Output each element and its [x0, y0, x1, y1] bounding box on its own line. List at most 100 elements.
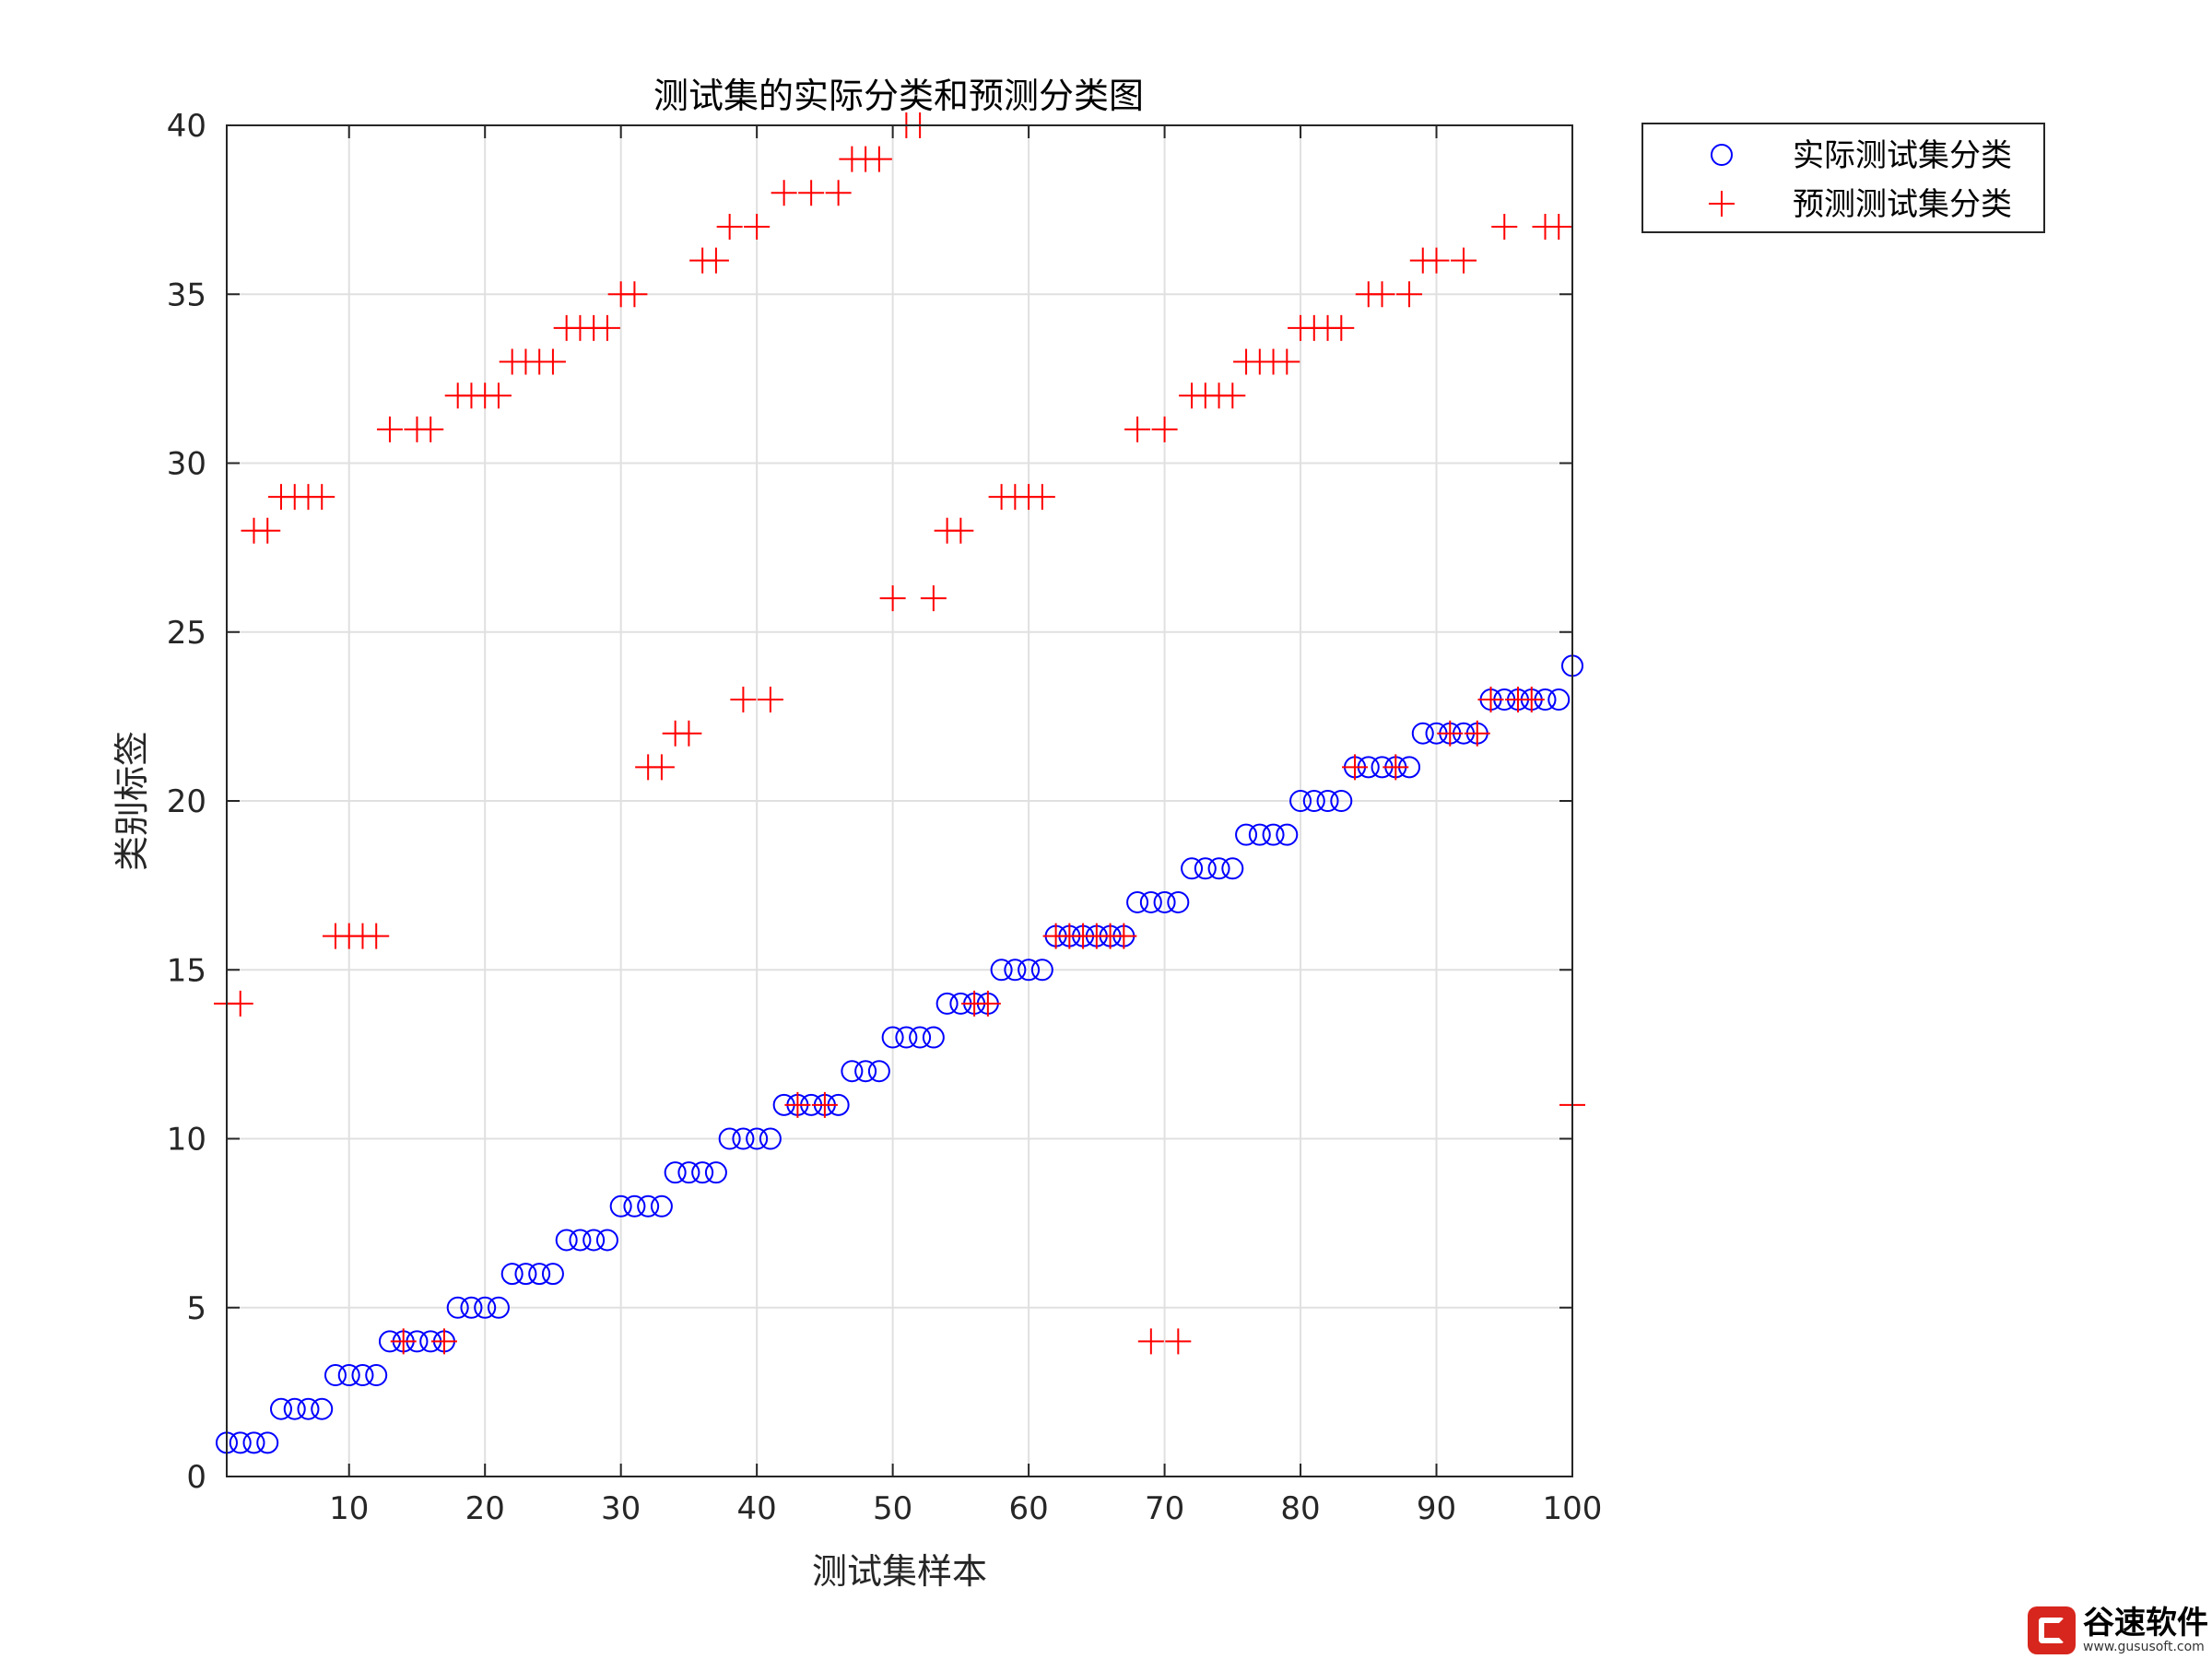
actual-point — [1289, 790, 1312, 812]
x-tick-label: 30 — [601, 1490, 641, 1527]
x-tick-label: 50 — [873, 1490, 912, 1527]
y-tick-label: 40 — [167, 108, 206, 145]
actual-point — [935, 992, 959, 1015]
actual-point — [1181, 857, 1204, 880]
actual-point — [664, 1161, 687, 1184]
actual-point — [623, 1194, 646, 1218]
actual-point — [650, 1194, 673, 1218]
actual-point — [365, 1364, 388, 1387]
y-tick-label: 30 — [167, 446, 206, 483]
actual-point — [609, 1194, 632, 1218]
y-tick-label: 20 — [167, 783, 206, 820]
actual-point — [311, 1397, 334, 1420]
actual-point — [1030, 959, 1053, 982]
actual-point — [1207, 857, 1230, 880]
predicted-point — [1111, 923, 1137, 949]
actual-point — [718, 1127, 741, 1150]
actual-point — [324, 1364, 347, 1387]
actual-point — [1248, 823, 1271, 846]
series-predicted — [214, 112, 1585, 1355]
actual-point — [759, 1127, 782, 1150]
actual-point — [555, 1229, 578, 1252]
actual-point — [541, 1263, 564, 1286]
y-axis-label: 类别标签 — [112, 731, 152, 871]
predicted-point — [784, 1091, 811, 1118]
actual-point — [474, 1296, 497, 1319]
predicted-point — [227, 990, 253, 1017]
predicted-point — [798, 180, 825, 206]
actual-point — [297, 1397, 320, 1420]
predicted-point — [879, 585, 906, 612]
actual-point — [677, 1161, 700, 1184]
actual-point — [1262, 823, 1285, 846]
grid-lines — [227, 124, 1573, 1477]
actual-point — [242, 1431, 265, 1454]
actual-point — [732, 1127, 755, 1150]
actual-point — [500, 1263, 524, 1286]
predicted-point — [1124, 416, 1151, 442]
actual-point — [746, 1127, 769, 1150]
predicted-point — [1274, 348, 1300, 375]
actual-point — [895, 1026, 918, 1049]
predicted-point — [1369, 281, 1395, 308]
x-tick-label: 100 — [1543, 1490, 1603, 1527]
predicted-point — [1137, 1328, 1164, 1355]
actual-point — [881, 1026, 904, 1049]
actual-point — [1126, 890, 1149, 913]
predicted-point — [1029, 484, 1055, 511]
actual-point — [569, 1229, 592, 1252]
predicted-point — [254, 517, 281, 544]
watermark-url: www.gususoft.com — [2083, 1640, 2205, 1654]
actual-point — [704, 1161, 727, 1184]
y-tick-label: 35 — [167, 276, 206, 313]
predicted-point — [309, 484, 335, 511]
actual-point — [1235, 823, 1258, 846]
actual-point — [1411, 722, 1434, 745]
actual-point — [691, 1161, 714, 1184]
actual-point — [841, 1060, 864, 1083]
legend-entry-actual: 实际测试集分类 — [1793, 137, 2012, 174]
y-tick-label: 0 — [186, 1459, 206, 1496]
actual-point — [1004, 959, 1027, 982]
predicted-point — [1451, 247, 1477, 274]
predicted-point — [974, 990, 1001, 1017]
predicted-point — [1342, 754, 1369, 781]
predicted-point — [430, 1328, 457, 1355]
actual-point — [1018, 959, 1041, 982]
brand-logo-glyph — [2039, 1618, 2065, 1643]
actual-point — [582, 1229, 606, 1252]
predicted-point — [1437, 720, 1464, 747]
legend-circle-marker — [1711, 144, 1733, 166]
y-tick-label: 25 — [167, 615, 206, 652]
x-tick-label: 90 — [1417, 1490, 1456, 1527]
actual-point — [1330, 790, 1353, 812]
actual-point — [1139, 890, 1162, 913]
actual-point — [1221, 857, 1244, 880]
actual-point — [1316, 790, 1339, 812]
actual-point — [337, 1364, 360, 1387]
actual-point — [909, 1026, 932, 1049]
actual-point — [1194, 857, 1217, 880]
actual-point — [595, 1229, 618, 1252]
x-axis-label: 测试集样本 — [812, 1551, 987, 1592]
predicted-point — [702, 247, 729, 274]
actual-point — [637, 1194, 660, 1218]
predicted-point — [1477, 687, 1504, 713]
actual-point — [1276, 823, 1299, 846]
predicted-point — [716, 213, 743, 240]
x-tick-label: 60 — [1008, 1490, 1048, 1527]
predicted-point — [811, 1091, 838, 1118]
predicted-point — [594, 314, 620, 341]
actual-point — [487, 1296, 510, 1319]
series-actual — [216, 654, 1583, 1454]
actual-point — [1547, 688, 1571, 712]
actual-point — [528, 1263, 551, 1286]
actual-point — [867, 1060, 890, 1083]
legend-entry-predicted: 预测测试集分类 — [1793, 186, 2012, 223]
x-tick-label: 40 — [737, 1490, 777, 1527]
actual-point — [1302, 790, 1325, 812]
legend-plus-marker — [1709, 191, 1735, 217]
predicted-point — [539, 348, 566, 375]
predicted-point — [1491, 213, 1518, 240]
